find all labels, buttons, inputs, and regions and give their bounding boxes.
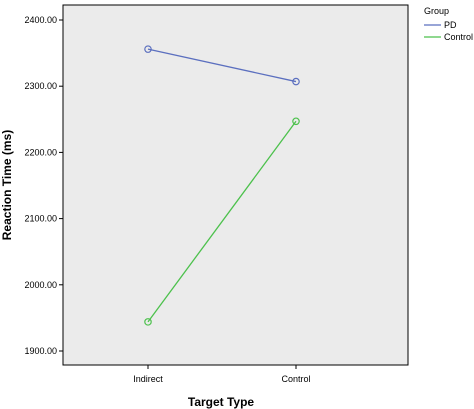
x-tick-label: Control [281, 374, 310, 384]
series-line-pd [147, 48, 297, 83]
y-tick-label: 2300.00 [24, 81, 57, 91]
legend-label-pd: PD [444, 20, 457, 30]
x-axis: Indirect Control [133, 365, 311, 384]
y-tick-label: 2000.00 [24, 280, 57, 290]
data-point-control [144, 318, 152, 326]
plot-area [62, 4, 409, 366]
legend-title: Group [424, 6, 449, 16]
y-tick-label: 2200.00 [24, 147, 57, 157]
data-point-pd [292, 77, 300, 86]
series-line-control [147, 120, 297, 323]
series-layer [144, 45, 300, 326]
x-tick-label: Indirect [133, 374, 163, 384]
data-point-control [292, 117, 300, 126]
y-axis-title: Reaction Time (ms) [0, 130, 14, 240]
y-axis: 1900.00 2000.00 2100.00 2200.00 2300.00 2400.… [24, 15, 63, 356]
legend-label-control: Control [444, 32, 473, 42]
data-point-pd [144, 45, 152, 53]
x-axis-title: Target Type [188, 395, 255, 409]
y-tick-label: 1900.00 [24, 346, 57, 356]
legend: Group PD Control [424, 6, 473, 42]
y-tick-label: 2400.00 [24, 15, 57, 25]
y-tick-label: 2100.00 [24, 214, 57, 224]
